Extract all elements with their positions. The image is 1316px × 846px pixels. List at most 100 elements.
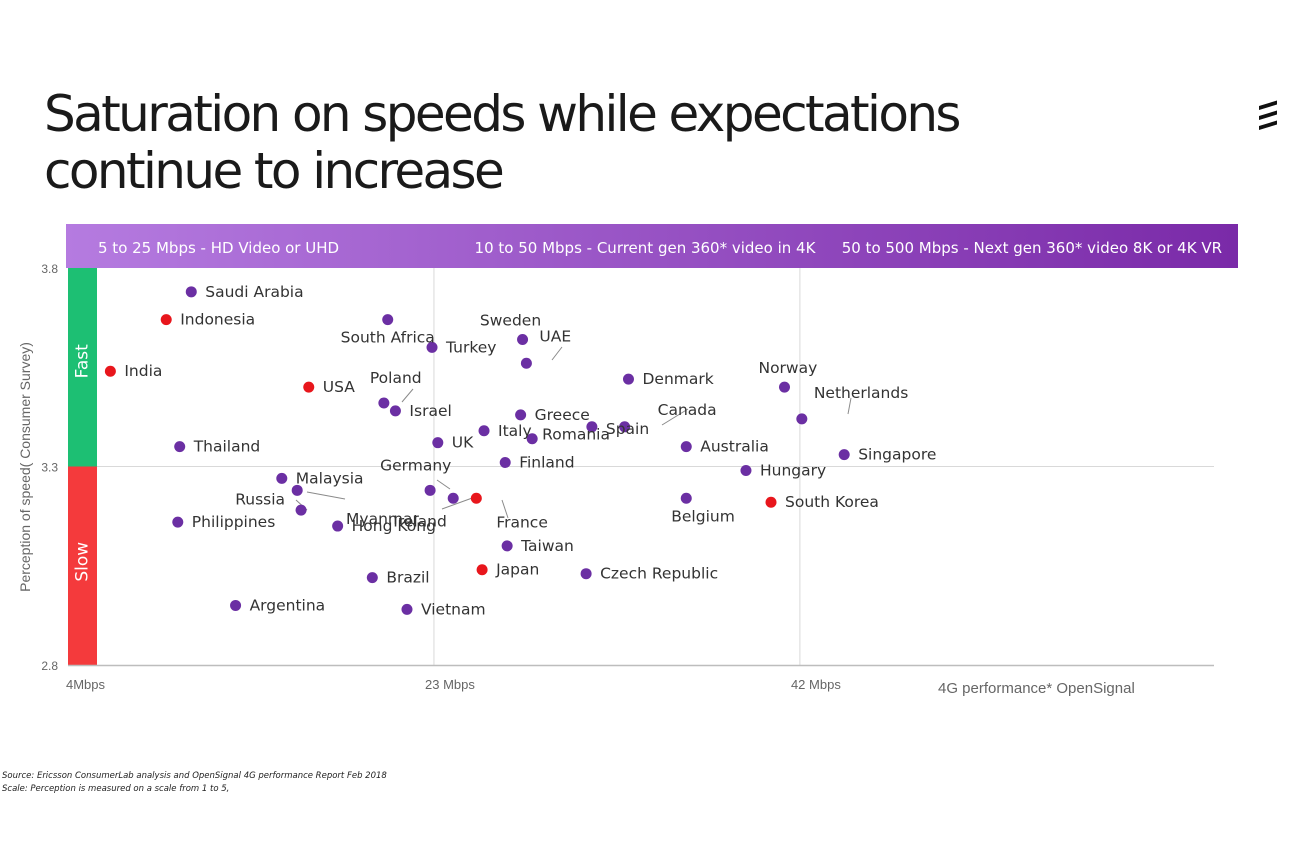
point-philippines [172,516,184,528]
point-greece [515,409,527,421]
x-tick-label: 4Mbps [66,677,106,692]
point-label-malaysia: Malaysia [296,469,364,487]
point-label-romania: Romania [542,426,610,444]
point-label-hungary: Hungary [760,461,826,479]
point-label-saudi-arabia: Saudi Arabia [205,283,303,301]
point-label-indonesia: Indonesia [180,311,255,329]
leader-line-poland [401,388,414,403]
point-australia [680,441,692,453]
footnote-scale: Scale: Perception is measured on a scale… [2,784,230,794]
point-label-argentina: Argentina [250,596,326,614]
point-poland [378,397,390,409]
point-brazil [366,572,378,584]
footnote-source: Source: Ericsson ConsumerLab analysis an… [2,771,387,781]
y-axis-title: Perception of speed( Consumer Survey) [17,342,33,592]
point-label-usa: USA [323,378,355,396]
point-label-sweden: Sweden [480,311,541,329]
leader-line-myanmar [306,491,346,500]
point-malaysia [276,472,288,484]
point-japan [476,564,488,576]
point-russia [291,484,303,496]
title-line-1: Saturation on speeds while expectations [44,85,961,143]
point-label-israel: Israel [409,402,451,420]
zone-label-slow: Slow [73,542,93,582]
point-label-italy: Italy [498,422,532,440]
x-tick-label: 23 Mbps [425,677,475,692]
point-label-czech-republic: Czech Republic [600,565,718,583]
point-label-uae: UAE [539,327,571,345]
point-label-myanmar: Myanmar [346,510,419,528]
point-label-brazil: Brazil [386,569,429,587]
point-finland [499,457,511,469]
band-label-3: 50 to 500 Mbps - Next gen 360* video 8K … [842,239,1222,257]
point-uk [432,437,444,449]
point-label-belgium: Belgium [671,507,735,525]
point-label-singapore: Singapore [858,446,936,464]
title-line-2: continue to increase [44,142,505,200]
point-italy [478,425,490,437]
point-sweden [517,333,529,345]
point-label-philippines: Philippines [192,513,276,531]
band-label-1: 5 to 25 Mbps - HD Video or UHD [98,239,339,257]
point-romania [526,433,538,445]
point-label-canada: Canada [658,401,717,419]
x-tick-label: 42 Mbps [791,677,841,692]
point-ireland [447,492,459,504]
band-label-2: 10 to 50 Mbps - Current gen 360* video i… [475,239,817,257]
leader-line-ireland [441,496,476,510]
point-indonesia [160,314,172,326]
point-norway [778,381,790,393]
point-label-netherlands: Netherlands [814,384,908,402]
point-usa [303,381,315,393]
point-south-korea [765,496,777,508]
page-title: Saturation on speeds while expectations … [44,86,1044,200]
point-uae [520,357,532,369]
point-label-japan: Japan [495,561,539,579]
point-saudi-arabia [185,286,197,298]
point-taiwan [501,540,513,552]
leader-line-canada [661,408,689,426]
point-label-denmark: Denmark [642,370,713,388]
point-label-uk: UK [452,434,474,452]
point-south-africa [382,314,394,326]
point-label-thailand: Thailand [193,438,261,456]
bandwidth-band [66,224,1238,268]
leader-line-france [501,499,509,519]
point-india [104,365,116,377]
point-label-vietnam: Vietnam [421,600,486,618]
point-label-hong-kong: Hong Kong [352,517,436,535]
point-label-india: India [124,362,162,380]
point-denmark [622,373,634,385]
point-argentina [230,599,242,611]
y-tick-label: 2.8 [41,659,58,673]
point-label-finland: Finland [519,454,574,472]
point-label-spain: Spain [606,420,649,438]
leader-line-uae [551,346,563,361]
point-spain [586,421,598,433]
point-label-taiwan: Taiwan [520,537,574,555]
point-label-south-korea: South Korea [785,493,879,511]
leader-line-netherlands [847,397,852,415]
x-axis-title: 4G performance* OpenSignal [938,680,1135,697]
point-thailand [174,441,186,453]
point-france [470,492,482,504]
point-label-norway: Norway [758,359,817,377]
ericsson-logo-icon [1259,100,1277,130]
point-belgium [680,492,692,504]
point-label-germany: Germany [380,456,451,474]
zone-fast [68,268,97,467]
point-myanmar [295,504,307,516]
point-singapore [838,449,850,461]
point-label-greece: Greece [535,406,590,424]
point-label-south-africa: South Africa [341,329,435,347]
point-czech-republic [580,568,592,580]
leader-line-germany [436,479,451,490]
zone-label-fast: Fast [73,344,93,378]
y-tick-label: 3.3 [41,461,58,475]
point-germany [424,484,436,496]
point-netherlands [796,413,808,425]
point-hong-kong [332,520,344,532]
point-hungary [740,464,752,476]
point-israel [389,405,401,417]
point-canada [619,421,631,433]
